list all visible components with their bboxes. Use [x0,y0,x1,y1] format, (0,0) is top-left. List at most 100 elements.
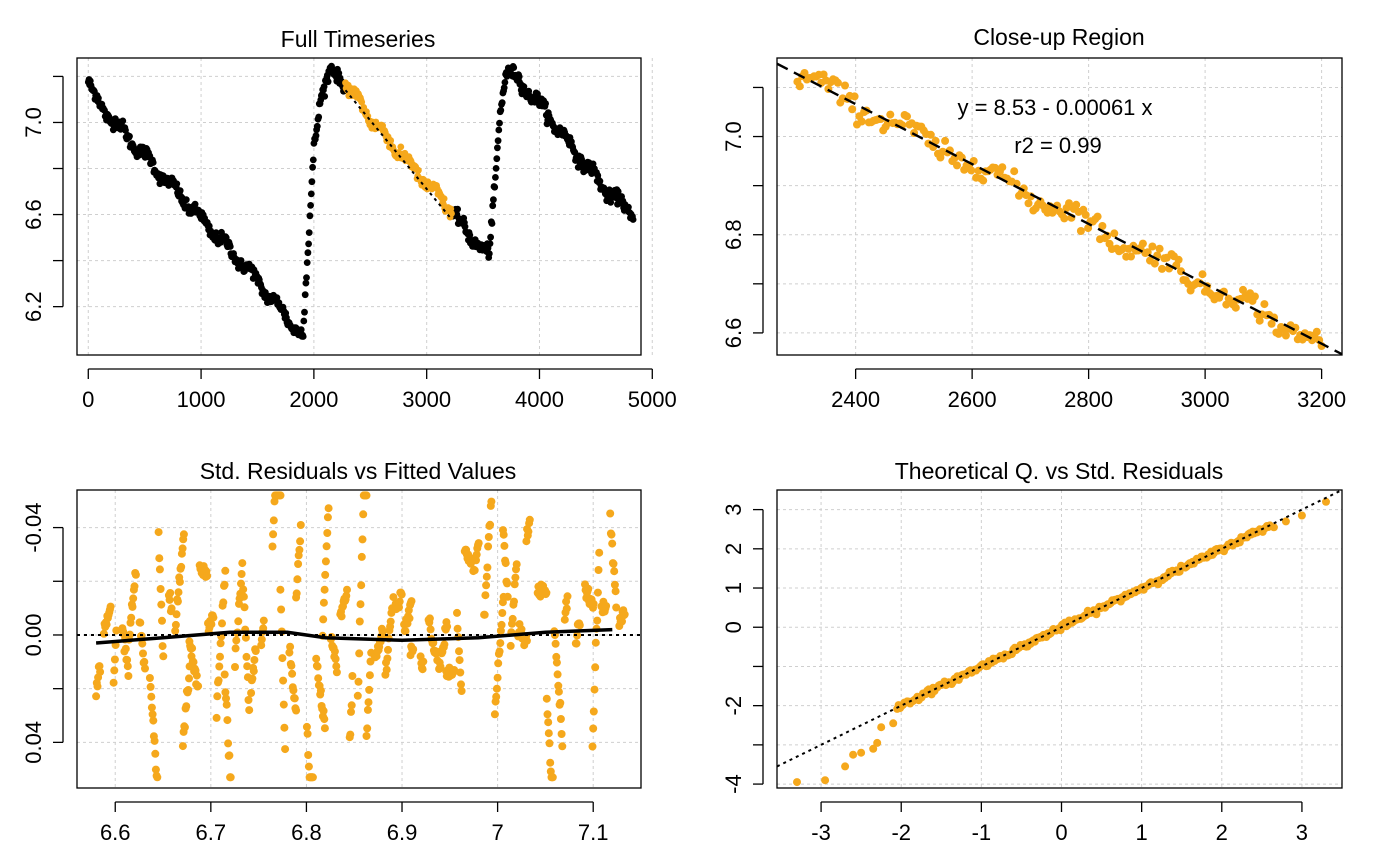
residual-point [365,671,374,680]
timeseries-point [486,240,494,248]
residual-point [138,639,147,648]
residual-point [154,528,163,537]
residual-point [496,626,505,635]
residual-point [290,694,299,703]
timeseries-point [387,137,395,144]
residual-point [332,662,341,671]
residual-point [136,618,145,627]
residual-point [356,600,365,609]
residual-point [221,688,230,697]
residual-point [269,530,278,539]
residual-point [296,521,305,529]
residual-point [151,749,160,758]
residual-point [151,765,160,774]
residual-point [496,639,505,648]
residual-point [304,762,313,771]
resid-y-tick-label-4: 0.04 [21,721,46,764]
residual-point [472,550,481,559]
residual-point [436,662,445,671]
residual-point [214,676,223,685]
residual-point [92,692,101,701]
residual-point [141,664,149,673]
residual-point [123,656,132,664]
residual-point [612,603,621,612]
residual-point [506,641,515,650]
residual-point [145,674,154,682]
closeup-x-tick-label-1: 2600 [948,387,997,412]
closeup-point [848,105,857,114]
residual-point [219,598,228,607]
residual-point [174,588,183,597]
residual-point [292,706,301,715]
residual-point [330,647,339,656]
residual-point [492,692,501,701]
residual-point [593,588,602,597]
qq-x-tick-label-2: -1 [972,820,992,845]
residual-point [382,665,391,674]
residual-point [483,563,492,572]
residual-point [259,624,268,633]
qq-y-tick-label-4: 0 [721,621,746,633]
residual-point [165,595,174,604]
residual-point [158,642,167,651]
timeseries-point [149,159,157,166]
residual-point [363,724,372,733]
timeseries-point [303,259,311,266]
residual-point [245,706,254,715]
residual-point [184,686,193,694]
residual-point [215,662,224,671]
residual-point [426,625,435,634]
closeup-point [998,163,1007,172]
residual-point [354,677,363,686]
residual-point [96,667,105,676]
residual-point [321,570,330,579]
residual-point [484,542,493,551]
timeseries-point [299,333,307,340]
residual-point [278,654,287,663]
timeseries-point [301,308,308,316]
full-x-tick-label-3: 3000 [402,387,451,412]
residual-point [355,649,364,658]
timeseries-point [448,210,455,217]
residual-point [147,703,156,712]
residual-point [110,655,119,664]
closeup-point [903,112,911,121]
residual-point [112,626,121,635]
residual-point [223,716,232,725]
residual-point [192,671,201,680]
timeseries-point [309,156,317,164]
timeseries-point [302,279,310,287]
residual-point [511,573,520,582]
resid-points-group [92,491,629,782]
residual-point [148,710,157,719]
residual-point [395,603,403,612]
residual-point [314,674,323,683]
timeseries-point [315,113,323,121]
timeseries-point [491,183,499,191]
residual-point [237,570,246,578]
residual-point [140,657,149,666]
residual-point [238,559,247,568]
residual-point [401,627,410,636]
residual-point [175,577,184,586]
timeseries-point [320,83,328,91]
residual-point [542,588,551,597]
residual-point [124,672,133,680]
residual-point [225,751,234,760]
timeseries-point [500,84,508,92]
residual-point [129,594,138,603]
closeup-fit-line [777,62,1342,355]
timeseries-point [321,93,329,100]
residual-point [332,668,341,677]
residual-point [279,700,288,709]
timeseries-point [485,250,493,258]
qq-plot-frame [776,489,1343,789]
residual-point [95,662,104,671]
residual-point [501,559,510,568]
residual-point [308,773,317,782]
residual-point [497,620,506,629]
residual-point [171,620,180,629]
residual-point [342,591,351,600]
residual-point [239,592,248,601]
resid-x-tick-label-4: 7 [491,820,503,845]
